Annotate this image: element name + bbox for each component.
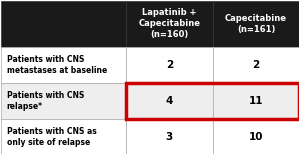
Text: Patients with CNS as
only site of relapse: Patients with CNS as only site of relaps…: [7, 127, 96, 147]
Text: Lapatinib +
Capecitabine
(n=160): Lapatinib + Capecitabine (n=160): [138, 8, 200, 39]
Bar: [126, 83, 213, 119]
Bar: [1, 119, 126, 155]
Bar: [213, 47, 299, 83]
Bar: [1, 1, 126, 47]
Bar: [1, 83, 126, 119]
Text: Patients with CNS
relapse*: Patients with CNS relapse*: [7, 91, 84, 111]
Text: 10: 10: [249, 132, 263, 142]
Text: 3: 3: [166, 132, 173, 142]
Bar: [213, 1, 299, 47]
Bar: [213, 83, 299, 119]
Text: 11: 11: [249, 96, 263, 106]
Bar: [213, 119, 299, 155]
Bar: [1, 47, 126, 83]
Bar: [126, 83, 299, 119]
Text: Patients with CNS
metastases at baseline: Patients with CNS metastases at baseline: [7, 55, 107, 75]
Text: 4: 4: [166, 96, 173, 106]
Bar: [126, 119, 213, 155]
Bar: [126, 1, 213, 47]
Bar: [126, 47, 213, 83]
Text: 2: 2: [166, 60, 173, 70]
Text: 2: 2: [252, 60, 260, 70]
Text: Capecitabine
(n=161): Capecitabine (n=161): [225, 14, 287, 34]
